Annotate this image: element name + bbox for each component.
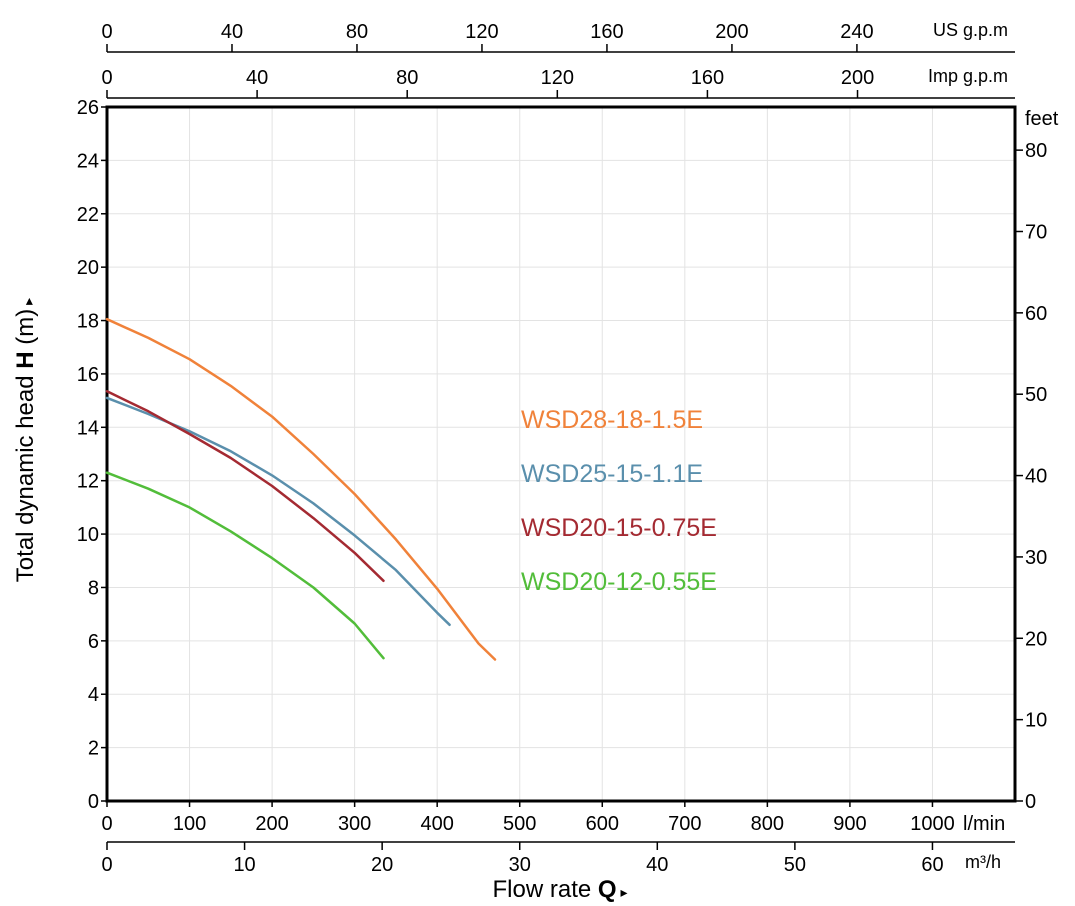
imp-gpm-tick-label: 40: [246, 67, 268, 89]
us-gpm-tick-label: 40: [221, 21, 243, 43]
feet-tick-label: 70: [1025, 221, 1047, 243]
feet-tick-label: 80: [1025, 140, 1047, 162]
x-tick-label: 400: [420, 813, 453, 835]
feet-axis-label: feet: [1025, 108, 1059, 130]
y-tick-label: 8: [88, 577, 99, 599]
series-line-wsd20-12-0.55e: [105, 471, 385, 660]
y-tick-label: 4: [88, 684, 99, 706]
us-gpm-tick-label: 120: [465, 21, 498, 43]
y-tick-label: 16: [77, 364, 99, 386]
us-gpm-unit-label: US g.p.m: [933, 20, 1008, 40]
feet-tick-label: 20: [1025, 628, 1047, 650]
y-tick-label: 24: [77, 150, 99, 172]
y-tick-label: 22: [77, 204, 99, 226]
us-gpm-tick-label: 160: [590, 21, 623, 43]
feet-tick-label: 40: [1025, 466, 1047, 488]
x-tick-label: 300: [338, 813, 371, 835]
y-tick-label: 14: [77, 417, 99, 439]
feet-tick-label: 60: [1025, 303, 1047, 325]
plot-frame: [105, 105, 1017, 803]
y-tick-label: 10: [77, 524, 99, 546]
y-tick-label: 20: [77, 257, 99, 279]
imp-gpm-tick-label: 0: [101, 67, 112, 89]
feet-tick-label: 0: [1025, 791, 1036, 813]
m3h-tick-label: 20: [371, 854, 393, 876]
grid: [106, 106, 1016, 802]
y-axis-feet: 0 10 20 30 40 50 60 70 80 feet: [1015, 108, 1059, 813]
x-tick-label: 500: [503, 813, 536, 835]
legend-label: WSD28-18-1.5E: [521, 406, 703, 434]
feet-tick-label: 50: [1025, 384, 1047, 406]
y-tick-label: 2: [88, 738, 99, 760]
series-line-wsd28-18-1.5e: [105, 317, 497, 661]
series-line-wsd25-15-1.1e: [105, 396, 451, 627]
x-axis-title: Flow rate Q ▸: [493, 876, 628, 903]
imp-gpm-unit-label: Imp g.p.m: [928, 66, 1008, 86]
y-tick-label: 0: [88, 791, 99, 813]
x-unit-label: l/min: [963, 813, 1005, 835]
imp-gpm-tick-label: 160: [691, 67, 724, 89]
legend: WSD28-18-1.5E WSD25-15-1.1E WSD20-15-0.75E…: [521, 406, 717, 596]
m3h-tick-label: 50: [784, 854, 806, 876]
legend-label: WSD20-12-0.55E: [521, 568, 717, 596]
y-tick-label: 26: [77, 97, 99, 119]
imp-gpm-tick-label: 80: [396, 67, 418, 89]
m3h-tick-label: 10: [233, 854, 255, 876]
feet-tick-label: 30: [1025, 547, 1047, 569]
x-tick-label: 200: [255, 813, 288, 835]
series-lines: [105, 317, 497, 661]
x-tick-label: 0: [101, 813, 112, 835]
us-gpm-tick-label: 0: [101, 21, 112, 43]
us-gpm-tick-label: 240: [840, 21, 873, 43]
us-gpm-tick-label: 200: [715, 21, 748, 43]
x-tick-label: 800: [751, 813, 784, 835]
y-axis-title: Total dynamic head H (m) ▸: [12, 298, 39, 582]
series-line-wsd20-15-0.75e: [105, 390, 385, 583]
x-tick-label: 1000: [910, 813, 955, 835]
x-tick-label: 900: [833, 813, 866, 835]
m3h-tick-label: 60: [921, 854, 943, 876]
m3h-tick-label: 40: [646, 854, 668, 876]
y-tick-label: 12: [77, 471, 99, 493]
y-tick-label: 18: [77, 311, 99, 333]
us-gpm-tick-label: 80: [346, 21, 368, 43]
imp-gpm-tick-label: 120: [541, 67, 574, 89]
legend-label: WSD20-15-0.75E: [521, 514, 717, 542]
m3h-tick-label: 30: [509, 854, 531, 876]
feet-tick-label: 10: [1025, 710, 1047, 732]
m3h-tick-label: 0: [101, 854, 112, 876]
y-tick-label: 6: [88, 631, 99, 653]
x-tick-label: 600: [586, 813, 619, 835]
x-tick-label: 700: [668, 813, 701, 835]
top-axes: 0 40 80 120 160 200 240 US g.p.m 0 40 80 120 160 200 I…: [101, 20, 1015, 99]
m3h-unit-label: m³/h: [965, 852, 1001, 872]
imp-gpm-tick-label: 200: [841, 67, 874, 89]
bottom-axes: 0 100 200 300 400 500 600 700 800 900 1000 l/min 0 10…: [101, 801, 1015, 876]
x-tick-label: 100: [173, 813, 206, 835]
legend-label: WSD25-15-1.1E: [521, 460, 703, 488]
